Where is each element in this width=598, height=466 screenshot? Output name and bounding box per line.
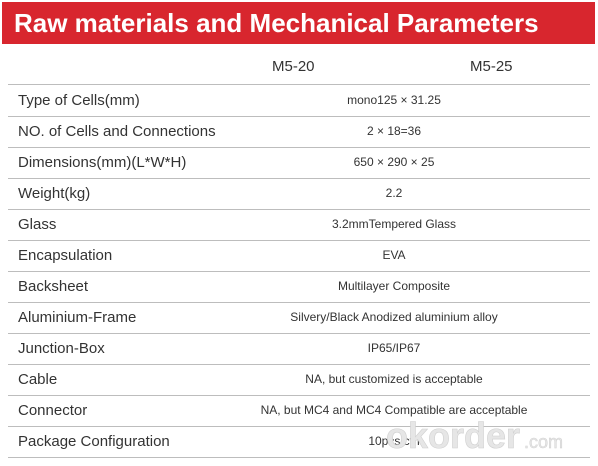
row-label: Weight(kg)	[18, 185, 91, 202]
row-value: NA, but customized is acceptable	[305, 372, 483, 386]
row-value: NA, but MC4 and MC4 Compatible are accep…	[260, 403, 528, 417]
table-row: Backsheet Multilayer Composite	[8, 271, 590, 303]
row-label: Backsheet	[18, 278, 89, 295]
table-row: Connector NA, but MC4 and MC4 Compatible…	[8, 395, 590, 427]
row-label: Connector	[18, 402, 88, 419]
row-value: Silvery/Black Anodized aluminium alloy	[290, 310, 498, 324]
table-row: Package Configuration 10pcs/ctn	[8, 426, 590, 458]
row-value: 2 × 18=36	[366, 124, 422, 138]
column-header-m5-25: M5-25	[470, 58, 513, 75]
row-value: 2.2	[385, 186, 403, 200]
row-value: 3.2mmTempered Glass	[331, 217, 457, 231]
row-value: EVA	[382, 248, 406, 262]
table-row: Aluminium-Frame Silvery/Black Anodized a…	[8, 302, 590, 334]
row-label: Encapsulation	[18, 247, 113, 264]
row-value: Multilayer Composite	[337, 279, 451, 293]
row-label: Package Configuration	[18, 433, 170, 450]
row-value: mono125 × 31.25	[347, 93, 441, 107]
row-value: 10pcs/ctn	[368, 434, 420, 448]
row-label: Aluminium-Frame	[18, 309, 137, 326]
table-row: Glass 3.2mmTempered Glass	[8, 209, 590, 241]
row-label: Type of Cells(mm)	[18, 92, 140, 109]
row-value: 650 × 290 × 25	[353, 155, 435, 169]
watermark-text: okorder	[386, 415, 520, 456]
row-value: IP65/IP67	[367, 341, 421, 355]
row-label: NO. of Cells and Connections	[18, 123, 216, 140]
table-row: NO. of Cells and Connections 2 × 18=36	[8, 116, 590, 148]
table-top-divider	[8, 84, 590, 85]
row-label: Dimensions(mm)(L*W*H)	[18, 154, 187, 171]
table-row: Dimensions(mm)(L*W*H) 650 × 290 × 25	[8, 147, 590, 179]
okorder-watermark-logo: okorder .com	[386, 415, 564, 457]
table-row: Type of Cells(mm) mono125 × 31.25	[8, 85, 590, 117]
title-banner: Raw materials and Mechanical Parameters	[2, 2, 595, 44]
table-row: Encapsulation EVA	[8, 240, 590, 272]
page-title: Raw materials and Mechanical Parameters	[14, 8, 539, 38]
table-row: Cable NA, but customized is acceptable	[8, 364, 590, 396]
table-row: Junction-Box IP65/IP67	[8, 333, 590, 365]
table-row: Weight(kg) 2.2	[8, 178, 590, 210]
watermark-suffix: .com	[524, 432, 563, 452]
column-header-m5-20: M5-20	[272, 58, 315, 75]
row-label: Glass	[18, 216, 57, 233]
row-label: Cable	[18, 371, 58, 388]
row-label: Junction-Box	[18, 340, 105, 357]
